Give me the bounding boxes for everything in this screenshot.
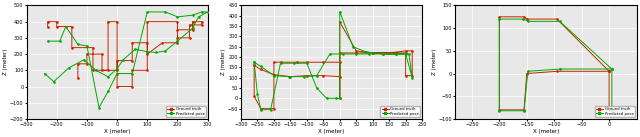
X-axis label: X (meter): X (meter) xyxy=(532,129,559,134)
Y-axis label: Z (meter): Z (meter) xyxy=(433,49,437,75)
Legend: Ground truth, Predicted pose: Ground truth, Predicted pose xyxy=(380,106,420,117)
Legend: Ground truth, Predicted pose: Ground truth, Predicted pose xyxy=(595,106,635,117)
Legend: Ground truth, Predicted pose: Ground truth, Predicted pose xyxy=(166,106,205,117)
X-axis label: X (meter): X (meter) xyxy=(104,129,131,134)
Y-axis label: Z (meter): Z (meter) xyxy=(3,49,8,75)
X-axis label: X (meter): X (meter) xyxy=(318,129,345,134)
Y-axis label: Z (meter): Z (meter) xyxy=(221,49,226,75)
